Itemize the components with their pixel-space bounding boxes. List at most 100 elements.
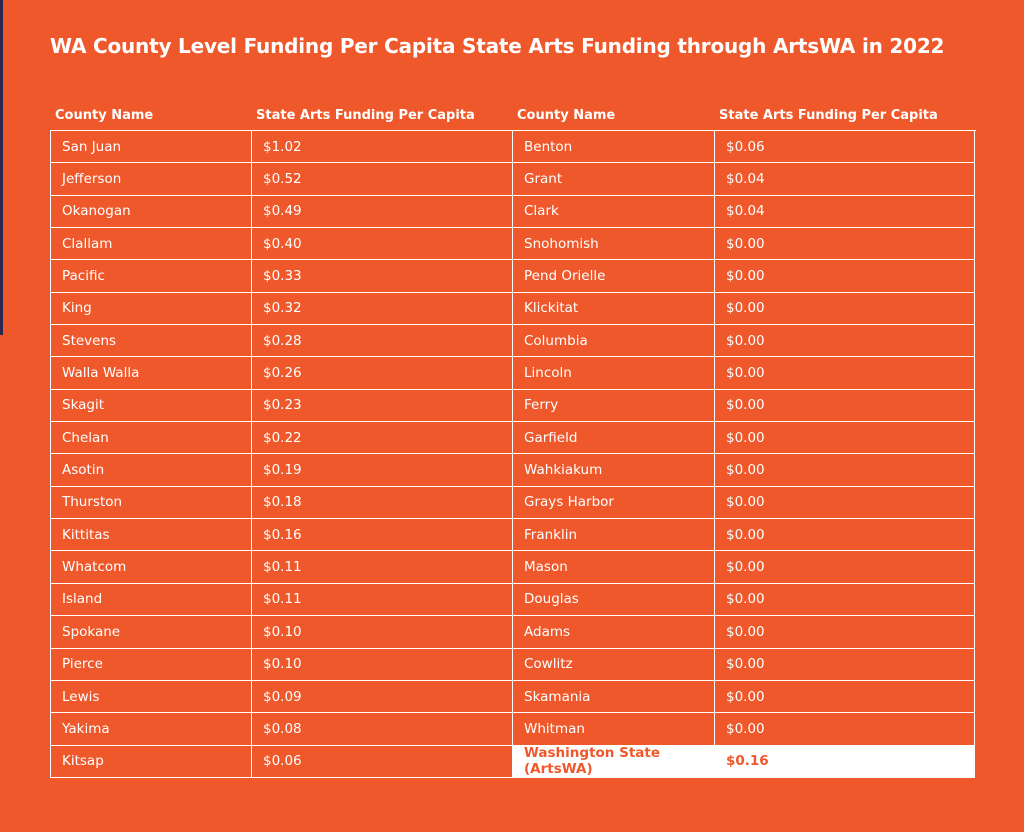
row: Walla Walla $0.26 (51, 357, 514, 390)
funding-cell: $0.04 (715, 195, 975, 229)
funding-cell: $0.04 (715, 163, 975, 196)
funding-cell: $0.40 (252, 228, 513, 261)
row: Grays Harbor $0.00 (513, 486, 976, 520)
funding-cell: $0.23 (252, 389, 513, 423)
row: King $0.32 (51, 292, 514, 326)
funding-cell: $0.00 (715, 325, 975, 358)
row: Thurston $0.18 (51, 486, 514, 520)
row: Jefferson $0.52 (51, 163, 514, 196)
row: Pierce $0.10 (51, 648, 514, 681)
row: Benton $0.06 (513, 131, 976, 164)
funding-cell: $0.00 (715, 551, 975, 584)
funding-cell: $0.00 (715, 713, 975, 746)
row: Whatcom $0.11 (51, 551, 514, 584)
row: Island $0.11 (51, 583, 514, 617)
county-cell: Clallam (51, 228, 252, 261)
row: Chelan $0.22 (51, 422, 514, 455)
row: Cowlitz $0.00 (513, 648, 976, 681)
funding-cell: $0.16 (252, 519, 513, 552)
funding-cell: $0.08 (252, 713, 513, 746)
row: Grant $0.04 (513, 163, 976, 196)
column-header: County Name (517, 107, 616, 123)
county-cell: Snohomish (513, 228, 715, 261)
county-cell: Benton (513, 131, 715, 164)
column-header: State Arts Funding Per Capita (719, 107, 938, 123)
row: Douglas $0.00 (513, 583, 976, 617)
funding-cell: $0.52 (252, 163, 513, 196)
row: Okanogan $0.49 (51, 195, 514, 229)
county-cell: Cowlitz (513, 648, 715, 681)
row: Pacific $0.33 (51, 260, 514, 293)
funding-cell: $0.00 (715, 454, 975, 487)
row: Pend Orielle $0.00 (513, 260, 976, 293)
row: Garfield $0.00 (513, 422, 976, 455)
county-cell: Douglas (513, 583, 715, 617)
county-cell: King (51, 292, 252, 326)
row: Adams $0.00 (513, 616, 976, 649)
county-cell: Whitman (513, 713, 715, 746)
row: Yakima $0.08 (51, 713, 514, 746)
funding-cell: $0.09 (252, 680, 513, 714)
row: Snohomish $0.00 (513, 228, 976, 261)
row: Lincoln $0.00 (513, 357, 976, 390)
funding-cell: $0.00 (715, 292, 975, 326)
funding-cell: $0.11 (252, 583, 513, 617)
county-cell: Kittitas (51, 519, 252, 552)
row: Mason $0.00 (513, 551, 976, 584)
funding-cell: $0.26 (252, 357, 513, 390)
funding-cell: $0.00 (715, 228, 975, 261)
header-row: County Name State Arts Funding Per Capita (512, 100, 976, 130)
table: County Name State Arts Funding Per Capita… (512, 100, 976, 778)
header-row: County Name State Arts Funding Per Capita (50, 100, 514, 130)
county-cell: Clark (513, 195, 715, 229)
row: Kitsap $0.06 (51, 745, 514, 778)
funding-cell: $0.11 (252, 551, 513, 584)
row: Lewis $0.09 (51, 680, 514, 714)
total-row: Washington State (ArtsWA) $0.16 (513, 745, 976, 778)
county-cell: Franklin (513, 519, 715, 552)
row: Columbia $0.00 (513, 325, 976, 358)
funding-cell: $0.10 (252, 616, 513, 649)
table-body: Benton $0.06 Grant $0.04 Clark $0.04 Snohomish… (512, 130, 976, 778)
row: Kittitas $0.16 (51, 519, 514, 552)
funding-cell: $0.22 (252, 422, 513, 455)
county-cell: Lincoln (513, 357, 715, 390)
funding-cell: $0.00 (715, 648, 975, 681)
funding-cell: $0.00 (715, 422, 975, 455)
county-cell: Walla Walla (51, 357, 252, 390)
row: Spokane $0.10 (51, 616, 514, 649)
funding-cell: $0.00 (715, 680, 975, 714)
row: Asotin $0.19 (51, 454, 514, 487)
funding-cell: $0.06 (252, 745, 513, 778)
county-cell: Columbia (513, 325, 715, 358)
title: WA County Level Funding Per Capita State… (50, 34, 945, 58)
funding-cell: $0.33 (252, 260, 513, 293)
county-cell: Thurston (51, 486, 252, 520)
county-cell: Ferry (513, 389, 715, 423)
county-cell: Island (51, 583, 252, 617)
funding-cell: $0.06 (715, 131, 975, 164)
county-cell: Whatcom (51, 551, 252, 584)
row: Skamania $0.00 (513, 680, 976, 714)
county-cell: Washington State (ArtsWA) (513, 745, 715, 778)
county-cell: Mason (513, 551, 715, 584)
county-cell: Skagit (51, 389, 252, 423)
funding-cell: $0.19 (252, 454, 513, 487)
column-header: County Name (55, 107, 154, 123)
funding-cell: $0.00 (715, 486, 975, 520)
funding-cell: $0.00 (715, 260, 975, 293)
column-header: State Arts Funding Per Capita (256, 107, 475, 123)
row: Ferry $0.00 (513, 389, 976, 423)
row: Franklin $0.00 (513, 519, 976, 552)
funding-cell: $0.00 (715, 357, 975, 390)
county-cell: Pacific (51, 260, 252, 293)
county-cell: Garfield (513, 422, 715, 455)
county-cell: Spokane (51, 616, 252, 649)
county-cell: Asotin (51, 454, 252, 487)
row: Clallam $0.40 (51, 228, 514, 261)
funding-cell: $1.02 (252, 131, 513, 164)
county-cell: Pend Orielle (513, 260, 715, 293)
row: Clark $0.04 (513, 195, 976, 229)
funding-cell: $0.10 (252, 648, 513, 681)
